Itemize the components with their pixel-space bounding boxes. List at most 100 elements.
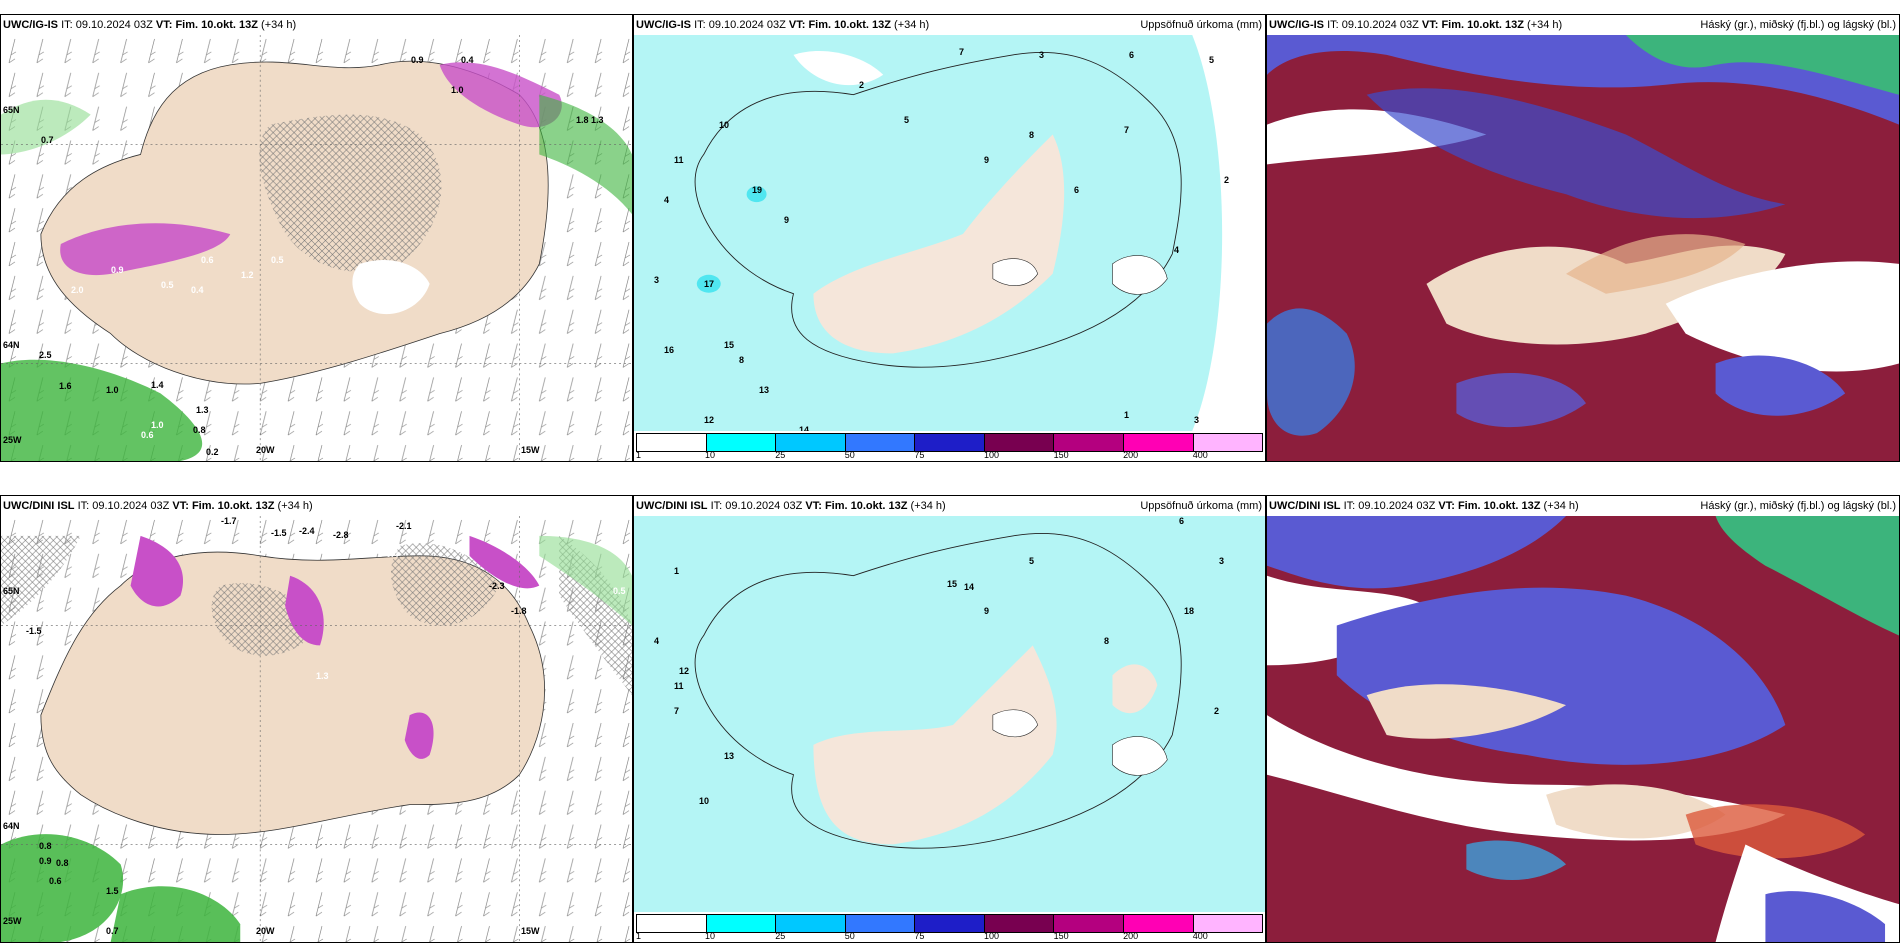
value-label: 9: [984, 155, 990, 165]
value-label: 10: [699, 796, 710, 806]
value-label: 5: [1029, 556, 1035, 566]
map-clouds[interactable]: [1267, 35, 1899, 461]
lon-label: 25W: [3, 435, 22, 445]
value-label: 18: [1184, 606, 1195, 616]
panel-header: UWC/IG-IS IT: 09.10.2024 03Z VT: Fim. 10…: [1267, 15, 1899, 35]
colorbar-swatch: [776, 915, 846, 932]
value-label: -1.8: [511, 606, 527, 616]
colorbar-tick: 100: [983, 931, 1000, 941]
colorbar-swatch: [1054, 434, 1124, 451]
value-label: 2: [1224, 175, 1230, 185]
panel-r2-clouds: UWC/DINI ISL IT: 09.10.2024 03Z VT: Fim.…: [1266, 495, 1900, 943]
value-label: 1.6: [59, 381, 72, 391]
colorbar-ticks: 1 10 25 50 75 100 150 200 400: [636, 450, 1263, 461]
colorbar-swatch: [1123, 434, 1194, 451]
value-label: 17: [704, 279, 715, 289]
colorbar-swatch: [984, 434, 1055, 451]
value-label: 8: [1029, 130, 1035, 140]
value-label: 4: [1174, 245, 1180, 255]
value-label: 8: [1104, 636, 1110, 646]
colorbar-tick: 1: [636, 450, 642, 460]
value-label: 15: [947, 579, 958, 589]
map-accum-precip[interactable]: 6 3 5 15 14 9 13 12 10 11 18 7 4 2 8 1: [634, 516, 1265, 912]
value-label: 0.6: [49, 876, 62, 886]
lat-label: 64N: [3, 340, 20, 350]
value-label: 7: [674, 706, 680, 716]
value-label: 5: [1209, 55, 1215, 65]
value-label: 2.0: [71, 285, 84, 295]
panel-header: UWC/IG-IS IT: 09.10.2024 03Z VT: Fim. 10…: [1, 15, 632, 35]
colorbar-tick: 200: [1123, 931, 1139, 941]
value-label: 2: [859, 80, 865, 90]
colorbar-tick: 25: [775, 931, 786, 941]
value-label: 1.5: [106, 886, 119, 896]
value-label: 4: [654, 636, 660, 646]
value-label: 13: [724, 751, 735, 761]
value-label: 0.4: [81, 586, 94, 596]
map-clouds[interactable]: [1267, 516, 1899, 942]
colorbar-swatch: [1054, 915, 1124, 932]
lat-label: 64N: [3, 821, 20, 831]
colorbar-swatch: [845, 915, 916, 932]
value-label: 0.5: [161, 280, 174, 290]
colorbar-tick: 50: [844, 450, 855, 460]
value-label: -1.5: [26, 626, 42, 636]
value-label: 0.5: [271, 255, 284, 265]
value-label: 0.4: [191, 285, 204, 295]
value-label: 0.6: [201, 255, 214, 265]
colorbar-ticks: 1 10 25 50 75 100 150 200 400: [636, 931, 1263, 942]
value-label: 6: [1179, 516, 1185, 526]
value-label: 0.5: [613, 586, 626, 596]
value-label: 0.4: [461, 55, 474, 65]
lon-label: 15W: [521, 926, 540, 936]
panel-r2-wind-precip: UWC/DINI ISL IT: 09.10.2024 03Z VT: Fim.…: [0, 495, 633, 943]
map-wind-precip[interactable]: 65N 64N 25W 20W 15W 0.7 1.0 0.9 0.4 1.8 …: [1, 35, 632, 461]
colorbar-swatch: [915, 434, 985, 451]
value-label: 15: [724, 340, 735, 350]
panel-header: UWC/DINI ISL IT: 09.10.2024 03Z VT: Fim.…: [634, 496, 1265, 516]
colorbar-tick: 50: [844, 931, 855, 941]
colorbar-swatches: [636, 433, 1263, 452]
value-label: 10: [719, 120, 730, 130]
value-label: 0.2: [206, 447, 219, 457]
colorbar-swatch: [637, 915, 707, 932]
value-label: 1: [1124, 410, 1130, 420]
colorbar-tick: 100: [983, 450, 1000, 460]
value-label: 1: [674, 566, 680, 576]
colorbar-swatch: [915, 915, 985, 932]
colorbar-swatch: [706, 915, 777, 932]
lon-label: 25W: [3, 916, 22, 926]
panel-header: UWC/DINI ISL IT: 09.10.2024 03Z VT: Fim.…: [1267, 496, 1899, 516]
value-label: 0.7: [106, 926, 119, 936]
value-label: 0.8: [193, 425, 206, 435]
value-label: 0.9: [111, 265, 124, 275]
panel-r1-accum-precip: UWC/IG-IS IT: 09.10.2024 03Z VT: Fim. 10…: [633, 14, 1266, 462]
value-label: 3: [654, 275, 660, 285]
value-label: 12: [704, 415, 715, 425]
value-label: 16: [664, 345, 675, 355]
value-label: -2.3: [489, 581, 505, 591]
value-label: 1.0: [151, 420, 164, 430]
value-label: 14: [799, 425, 810, 435]
panel-r1-wind-precip: UWC/IG-IS IT: 09.10.2024 03Z VT: Fim. 10…: [0, 14, 633, 462]
colorbar-tick: 400: [1192, 931, 1208, 941]
value-label: 4: [664, 195, 670, 205]
value-label: 1.3: [316, 671, 329, 681]
value-label: 14: [964, 582, 975, 592]
colorbar-swatch: [845, 434, 916, 451]
value-label: 0.8: [39, 841, 52, 851]
value-label: 11: [674, 681, 684, 691]
value-label: 0.7: [41, 135, 54, 145]
value-label: 3: [1194, 415, 1200, 425]
colorbar-tick: 10: [704, 931, 715, 941]
value-label: 1.2: [241, 270, 254, 280]
map-wind-precip[interactable]: 65N 64N 25W 20W 15W -1.5 -2.4 -2.8 -2.1 …: [1, 516, 632, 942]
value-label: -1.7: [221, 516, 237, 526]
colorbar: 1 10 25 50 75 100 150 200 400: [634, 912, 1265, 942]
value-label: 1.3: [196, 405, 209, 415]
value-label: -1.5: [271, 528, 287, 538]
colorbar-swatch: [984, 915, 1055, 932]
colorbar-swatch: [706, 434, 777, 451]
map-accum-precip[interactable]: 7 3 6 5 2 8 5 10 11 19 4 9 3 17 16 15 13…: [634, 35, 1265, 435]
colorbar-swatch: [1193, 434, 1263, 451]
